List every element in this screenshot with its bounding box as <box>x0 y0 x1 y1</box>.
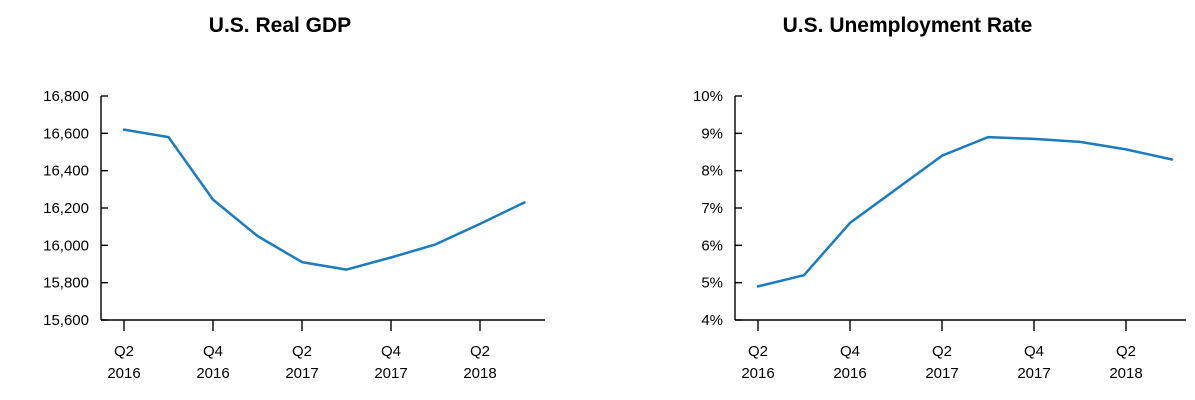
unemployment-y-tick-label: 9% <box>701 125 723 142</box>
unemployment-x-tick-label-quarter: Q4 <box>1024 343 1044 360</box>
unemployment-x-tick-label-year: 2017 <box>1017 365 1050 382</box>
unemployment-y-tick-label: 10% <box>693 88 723 105</box>
unemployment-x-tick-label-year: 2018 <box>1109 365 1142 382</box>
gdp-y-tick-label: 16,400 <box>43 163 89 180</box>
gdp-x-tick-label-quarter: Q2 <box>470 343 490 360</box>
unemployment-chart-svg: 10% 9% 8% 7% 6% 5% 4% Q2 2016 Q4 2016 Q2 2017 Q4 2017 Q… <box>693 88 1186 382</box>
unemployment-y-tick-label: 7% <box>701 200 723 217</box>
gdp-y-tick-label: 16,600 <box>43 125 89 142</box>
unemployment-x-tick-label-quarter: Q2 <box>1116 343 1136 360</box>
unemployment-y-tick-label: 6% <box>701 237 723 254</box>
gdp-x-tick-label-year: 2017 <box>285 365 318 382</box>
unemployment-x-tick-label-quarter: Q2 <box>932 343 952 360</box>
gdp-y-tick-label: 15,800 <box>43 275 89 292</box>
gdp-y-tick-label: 16,200 <box>43 200 89 217</box>
gdp-x-tick-label-year: 2016 <box>196 365 229 382</box>
unemployment-x-tick-label-year: 2017 <box>925 365 958 382</box>
gdp-series-line <box>122 128 526 271</box>
gdp-y-tick-label: 16,000 <box>43 237 89 254</box>
gdp-x-tick-label-quarter: Q2 <box>114 343 134 360</box>
gdp-y-tick-label: 15,600 <box>43 312 89 329</box>
unemployment-y-tick-label: 4% <box>701 312 723 329</box>
unemployment-y-tick-label: 5% <box>701 275 723 292</box>
unemployment-y-tick-label: 8% <box>701 163 723 180</box>
unemployment-x-tick-label-year: 2016 <box>741 365 774 382</box>
gdp-x-tick-label-quarter: Q4 <box>381 343 401 360</box>
gdp-chart-panel: U.S. Real GDP 16,800 16,600 16,400 16,200 16… <box>0 0 560 400</box>
unemployment-chart-title: U.S. Unemployment Rate <box>782 14 1033 37</box>
gdp-chart-svg: 16,800 16,600 16,400 16,200 16,000 15,800 15,6… <box>43 88 545 382</box>
unemployment-x-tick-label-year: 2016 <box>833 365 866 382</box>
unemployment-chart-panel: U.S. Unemployment Rate 10% 9% 8% 7% 6% 5% 4% Q2… <box>620 0 1195 400</box>
gdp-x-tick-label-year: 2017 <box>374 365 407 382</box>
gdp-chart-title: U.S. Real GDP <box>208 14 352 37</box>
gdp-y-tick-label: 16,800 <box>43 88 89 105</box>
gdp-x-tick-label-quarter: Q4 <box>203 343 223 360</box>
unemployment-x-tick-label-quarter: Q4 <box>840 343 860 360</box>
gdp-x-tick-label-year: 2018 <box>463 365 496 382</box>
unemployment-x-tick-label-quarter: Q2 <box>748 343 768 360</box>
gdp-x-tick-label-quarter: Q2 <box>292 343 312 360</box>
unemployment-series-line <box>756 135 1174 288</box>
gdp-x-tick-label-year: 2016 <box>107 365 140 382</box>
